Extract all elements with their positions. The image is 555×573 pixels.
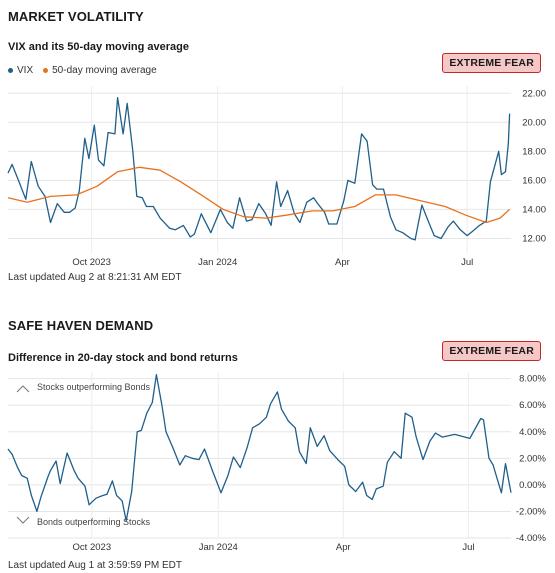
vix-chart[interactable]: 12.00 14.00 16.00 18.00 20.00 22.00 Oct 2023 Ja… <box>0 80 555 268</box>
vix-last-updated: Last updated Aug 2 at 8:21:31 AM EDT <box>8 272 182 283</box>
y-tick-label: 20.00 <box>522 117 546 128</box>
legend-label-ma: 50-day moving average <box>52 65 157 76</box>
market-volatility-title: MARKET VOLATILITY <box>8 9 144 24</box>
x-tick-label: Jan 2024 <box>198 257 237 268</box>
safe-haven-title: SAFE HAVEN DEMAND <box>8 318 154 333</box>
y-tick-label: -4.00% <box>516 533 547 544</box>
legend-dot-ma <box>43 68 49 73</box>
y-tick-label: 22.00 <box>522 88 546 99</box>
y-tick-label: -2.00% <box>516 506 547 517</box>
x-tick-label: Oct 2023 <box>72 257 111 268</box>
annotation-stocks-outperforming: Stocks outperforming Bonds <box>37 382 151 392</box>
y-tick-label: 16.00 <box>522 175 546 186</box>
annotation-bonds-outperforming: Bonds outperforming Stocks <box>37 517 151 527</box>
legend-item-vix[interactable]: VIX <box>8 65 33 76</box>
x-tick-label: Apr <box>336 542 351 553</box>
x-tick-label: Jan 2024 <box>199 542 238 553</box>
series-line-vix <box>7 96 511 241</box>
chevron-up-icon <box>16 385 30 393</box>
y-tick-label: 4.00% <box>519 427 546 438</box>
y-tick-label: 6.00% <box>519 400 546 411</box>
y-tick-label: 0.00% <box>519 480 546 491</box>
vix-chart-subtitle: VIX and its 50-day moving average <box>8 41 189 53</box>
y-tick-label: 14.00 <box>522 204 546 215</box>
legend-item-ma[interactable]: 50-day moving average <box>43 65 157 76</box>
vix-fear-badge: EXTREME FEAR <box>442 53 541 73</box>
y-tick-label: 8.00% <box>519 374 546 385</box>
x-tick-label: Jul <box>462 542 474 553</box>
x-tick-label: Oct 2023 <box>73 542 112 553</box>
series-line-difference <box>7 374 512 522</box>
y-tick-label: 18.00 <box>522 146 546 157</box>
series-line-50-day-moving-average <box>7 166 511 224</box>
safe-haven-last-updated: Last updated Aug 1 at 3:59:59 PM EDT <box>8 560 183 571</box>
safe-haven-chart[interactable]: -4.00% -2.00% 0.00% 2.00% 4.00% 6.00% 8.00% Oct… <box>0 366 555 556</box>
x-tick-label: Jul <box>461 257 473 268</box>
chevron-down-icon <box>16 516 30 524</box>
legend-label-vix: VIX <box>17 65 34 76</box>
x-tick-label: Apr <box>335 257 350 268</box>
safe-haven-fear-badge: EXTREME FEAR <box>442 341 541 361</box>
y-tick-label: 12.00 <box>522 233 546 244</box>
y-tick-label: 2.00% <box>519 453 546 464</box>
safe-haven-subtitle: Difference in 20-day stock and bond retu… <box>8 352 238 364</box>
legend-dot-vix <box>8 68 13 73</box>
vix-legend: VIX 50-day moving average <box>8 65 157 76</box>
